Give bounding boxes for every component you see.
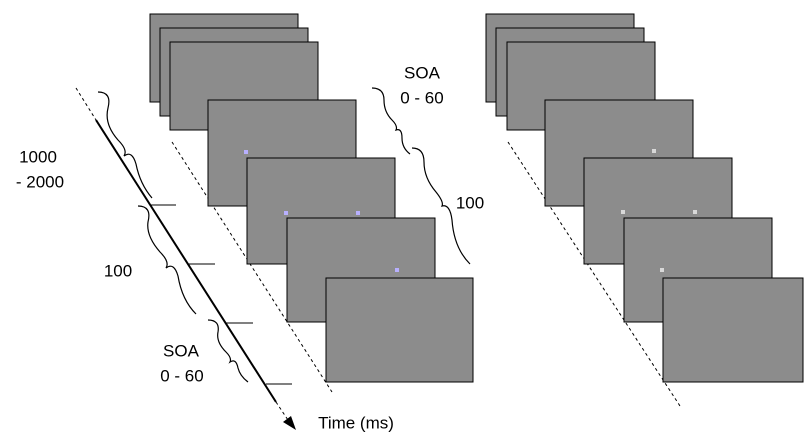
left-stack [149, 13, 474, 393]
brace [411, 147, 471, 265]
stimulus [284, 211, 288, 215]
display-label: 100 [456, 193, 484, 212]
interval-label: 100 [104, 261, 132, 280]
stimulus [356, 211, 360, 215]
stimulus [693, 210, 697, 214]
interval-label: 1000 [19, 147, 57, 166]
right-stack [485, 13, 804, 407]
stimulus [621, 210, 625, 214]
guide-line [507, 141, 681, 407]
brace [207, 319, 249, 383]
timeline-dash [75, 87, 97, 121]
arrowhead [283, 416, 296, 430]
stimulus [660, 268, 664, 272]
axis-label: Time (ms) [318, 413, 394, 432]
stimulus [652, 149, 656, 153]
interval-label: - 2000 [16, 172, 64, 191]
brace [137, 205, 197, 315]
brace [97, 91, 153, 199]
timeline-dash [275, 401, 289, 421]
guide-line [171, 141, 333, 393]
stimulus [244, 150, 248, 154]
brace [371, 87, 411, 155]
interval-label: 0 - 60 [160, 366, 203, 385]
interval-label: SOA [163, 341, 200, 360]
frame [662, 277, 804, 383]
frame [325, 277, 474, 383]
stimulus [395, 268, 399, 272]
timeline-axis [95, 119, 277, 403]
timeline: 1000 - 2000 100 SOA 0 - 60 Time (ms) SOA… [16, 63, 484, 432]
display-label: 0 - 60 [400, 88, 443, 107]
display-label: SOA [404, 63, 441, 82]
